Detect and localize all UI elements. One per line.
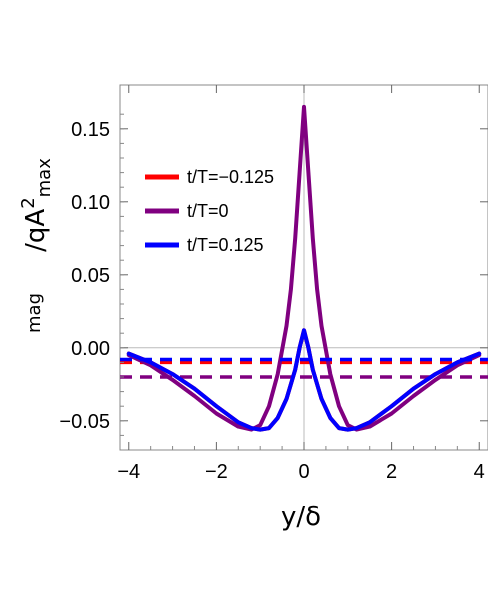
y-axis-title-prefix: /qA — [21, 209, 51, 252]
y-tick-label-4: 0.15 — [71, 119, 110, 141]
x-axis-title: y/δ — [281, 502, 321, 532]
legend-label-2: t/T=0.125 — [187, 235, 264, 255]
legend-label-0: t/T=−0.125 — [187, 167, 274, 187]
y-tick-label-1: 0.00 — [71, 338, 110, 360]
y-tick-label-0: −0.05 — [59, 411, 110, 433]
x-tick-label-2: 0 — [298, 461, 309, 483]
x-tick-label-3: 2 — [386, 461, 397, 483]
legend-label-1: t/T=0 — [187, 201, 229, 221]
y-axis-title: /qA2max mag — [18, 158, 55, 333]
y-axis-title-lower: mag — [24, 293, 45, 333]
plot-area — [120, 85, 488, 450]
axes: −4 −2 0 2 4 −0.05 0.00 0.05 0.10 0.15 — [59, 85, 488, 483]
legend: t/T=−0.125 t/T=0 t/T=0.125 — [145, 167, 274, 255]
y-tick-label-3: 0.10 — [71, 192, 110, 214]
y-axis-title-sub: max — [34, 158, 55, 198]
x-tick-label-0: −4 — [117, 461, 140, 483]
x-tick-label-1: −2 — [205, 461, 228, 483]
y-tick-label-2: 0.05 — [71, 265, 110, 287]
x-tick-label-4: 4 — [474, 461, 485, 483]
series-line-2 — [126, 328, 482, 432]
y-axis-title-main: /qA2max — [18, 158, 55, 252]
series-line-1 — [126, 104, 482, 432]
y-axis-title-sup: 2 — [18, 197, 39, 208]
